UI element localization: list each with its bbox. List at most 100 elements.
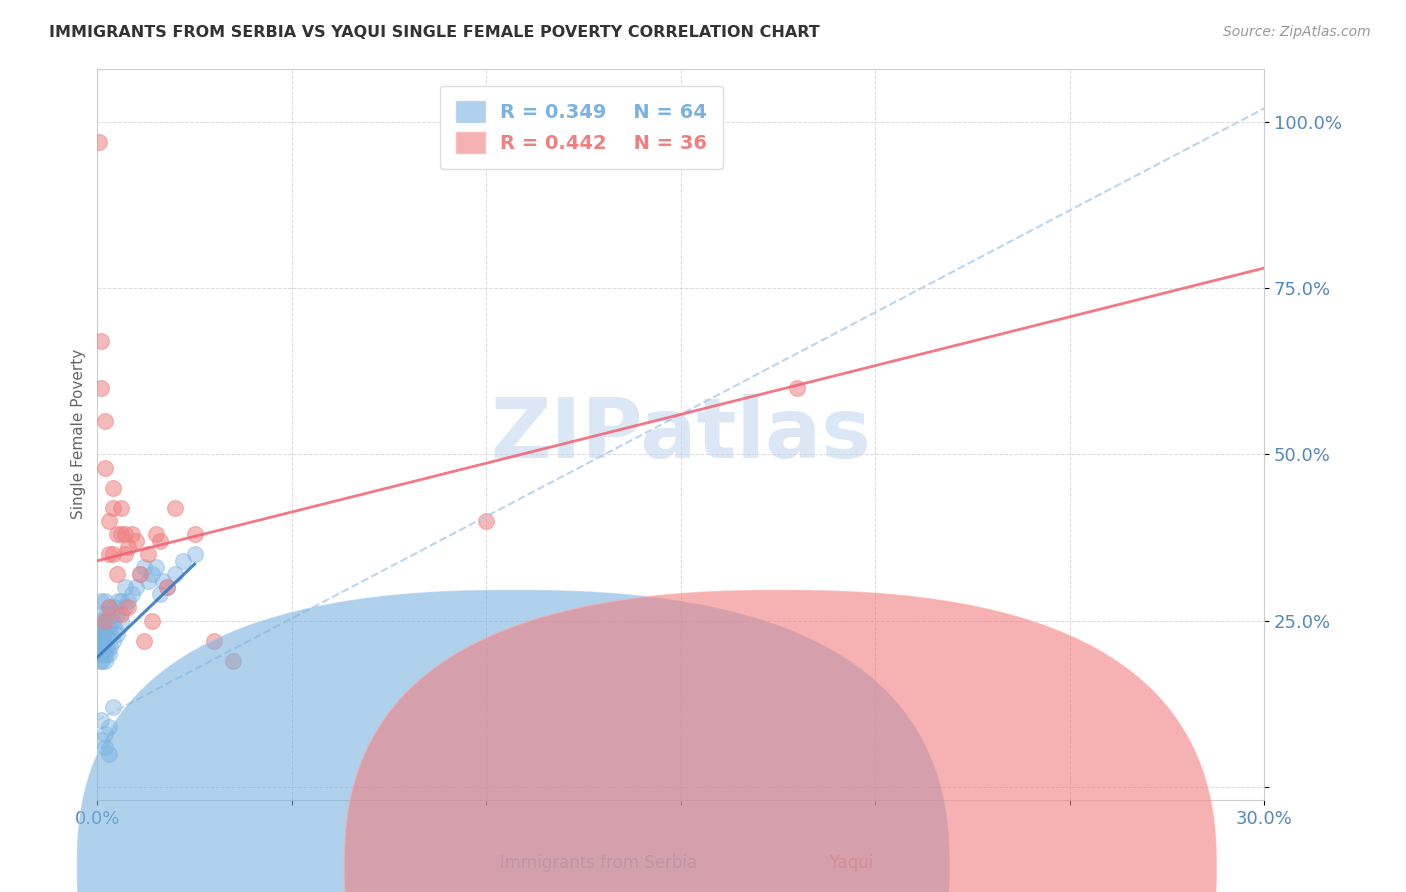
Point [90, 593, 112, 607]
Point [202, 633, 225, 648]
Point [96, 607, 118, 621]
Point [165, 500, 187, 515]
Point [105, 567, 128, 582]
Point [141, 567, 163, 582]
Point [90, 633, 112, 648]
Point [129, 567, 152, 582]
Point [96, 640, 118, 655]
Point [89, 640, 111, 655]
Point [98, 720, 121, 734]
Point [165, 567, 187, 582]
Point [103, 620, 125, 634]
Point [183, 547, 205, 561]
Point [89, 654, 111, 668]
Point [94, 654, 117, 668]
Point [105, 607, 128, 621]
Point [136, 574, 159, 588]
Point [156, 580, 179, 594]
Point [93, 614, 115, 628]
Point [132, 560, 155, 574]
Point [117, 541, 139, 555]
Point [148, 533, 170, 548]
Point [91, 640, 114, 655]
Point [136, 547, 159, 561]
Point [94, 593, 117, 607]
Point [101, 700, 124, 714]
Point [117, 600, 139, 615]
Point [94, 614, 117, 628]
Point [114, 527, 136, 541]
Point [101, 500, 124, 515]
Point [101, 614, 124, 628]
Point [172, 554, 194, 568]
Point [94, 647, 117, 661]
Point [98, 627, 121, 641]
Point [98, 600, 121, 615]
Point [145, 527, 167, 541]
Point [90, 647, 112, 661]
Point [114, 600, 136, 615]
Y-axis label: Single Female Poverty: Single Female Poverty [72, 350, 86, 519]
Point [93, 633, 115, 648]
Point [786, 381, 808, 395]
Text: Immigrants from Serbia: Immigrants from Serbia [484, 855, 697, 872]
Point [101, 547, 124, 561]
Point [183, 527, 205, 541]
Point [91, 620, 114, 634]
Text: ZIPatlas: ZIPatlas [491, 394, 872, 475]
Point [90, 607, 112, 621]
Point [148, 587, 170, 601]
Point [96, 627, 118, 641]
Point [93, 647, 115, 661]
Point [105, 627, 128, 641]
Point [91, 627, 114, 641]
Point [121, 527, 143, 541]
Point [87, 647, 110, 661]
Point [98, 514, 121, 528]
Point [101, 633, 124, 648]
Legend: R = 0.349    N = 64, R = 0.442    N = 36: R = 0.349 N = 64, R = 0.442 N = 36 [440, 86, 723, 169]
Text: Source: ZipAtlas.com: Source: ZipAtlas.com [1223, 25, 1371, 39]
Point [107, 593, 129, 607]
Point [89, 614, 111, 628]
Point [152, 574, 174, 588]
Point [101, 481, 124, 495]
Point [114, 547, 136, 561]
Text: Yaqui: Yaqui [814, 855, 873, 872]
Point [110, 500, 132, 515]
Point [94, 727, 117, 741]
Point [125, 533, 148, 548]
Point [103, 600, 125, 615]
Point [87, 620, 110, 634]
Point [89, 627, 111, 641]
Point [156, 580, 179, 594]
Point [94, 414, 117, 428]
Point [94, 739, 117, 754]
Point [117, 593, 139, 607]
Point [141, 614, 163, 628]
Point [91, 654, 114, 668]
Point [121, 587, 143, 601]
Point [90, 381, 112, 395]
Point [98, 547, 121, 561]
Point [132, 633, 155, 648]
Text: IMMIGRANTS FROM SERBIA VS YAQUI SINGLE FEMALE POVERTY CORRELATION CHART: IMMIGRANTS FROM SERBIA VS YAQUI SINGLE F… [49, 25, 820, 40]
Point [110, 527, 132, 541]
Point [98, 620, 121, 634]
Point [90, 714, 112, 728]
Point [125, 580, 148, 594]
Point [94, 460, 117, 475]
Point [96, 620, 118, 634]
Point [90, 334, 112, 349]
Point [98, 640, 121, 655]
Point [98, 647, 121, 661]
Point [114, 580, 136, 594]
Point [222, 654, 245, 668]
Point [90, 733, 112, 747]
Point [94, 633, 117, 648]
Point [100, 607, 122, 621]
Point [110, 607, 132, 621]
Point [98, 747, 121, 761]
Point [129, 567, 152, 582]
Point [87, 135, 110, 149]
